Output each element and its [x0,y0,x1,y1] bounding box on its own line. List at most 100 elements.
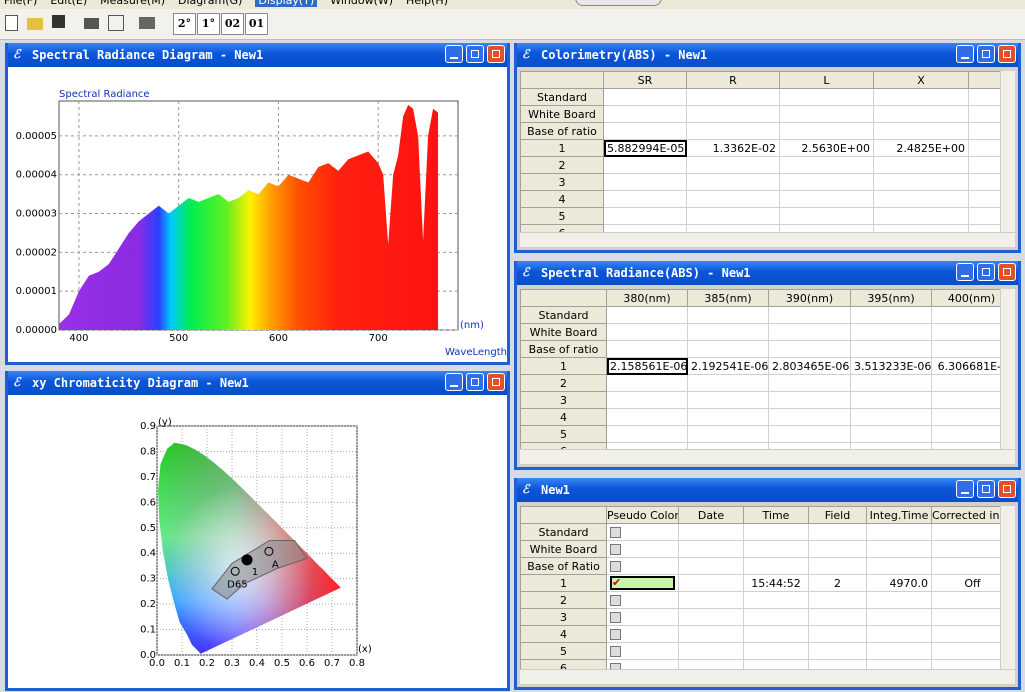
close[interactable] [998,480,1016,498]
row-header[interactable]: 4 [520,408,607,426]
tree-icon[interactable] [108,15,124,31]
toolbar-button[interactable]: 1° [197,13,220,35]
column-header[interactable]: 395(nm) [850,289,932,307]
row-header[interactable]: 3 [520,391,607,409]
data-grid: Pseudo Color Date Time Field Integ.Time Corre… [520,506,1001,670]
maximize[interactable] [466,373,484,391]
chromaticity-point [264,546,274,556]
row-header[interactable]: 1 [520,139,604,157]
menu-item[interactable]: Measure(M) [100,0,165,7]
v-scrollbar[interactable] [1000,289,1015,450]
h-scrollbar[interactable] [520,669,1015,684]
checkbox[interactable] [610,561,621,572]
table-row: 4 [520,625,1001,643]
corner-cell [520,289,607,307]
minimize[interactable] [956,480,974,498]
checkbox[interactable] [610,629,621,640]
column-header[interactable]: 380(nm) [606,289,688,307]
table-row: 2 [520,591,1001,609]
row-header[interactable]: 3 [520,608,607,626]
column-header[interactable]: 385(nm) [687,289,769,307]
h-scrollbar[interactable] [520,449,1015,464]
checkbox[interactable] [610,544,621,555]
row-header[interactable]: White Board [520,323,607,341]
column-header[interactable]: SR [603,71,687,89]
window-title: Spectral Radiance(ABS) - New1 [541,266,751,280]
row-header[interactable]: Standard [520,306,607,324]
row-header[interactable]: Base of Ratio [520,557,607,575]
title-bar[interactable]: ℰ Colorimetry(ABS) - New1 [517,43,1018,67]
table-cell[interactable] [931,659,1001,670]
row-header[interactable]: 1 [520,357,607,375]
maximize[interactable] [977,480,995,498]
h-scrollbar[interactable] [520,232,1015,247]
row-header[interactable]: 2 [520,374,607,392]
menu-item[interactable]: Display(Y) [255,0,318,7]
row-header[interactable]: White Board [520,105,604,123]
title-bar[interactable]: ℰ New1 [517,478,1018,502]
table-row: 1 5.882994E-05 1.3362E-02 2.5630E+00 2.4825E… [520,139,1001,157]
menu-item[interactable]: Window(W) [330,0,394,7]
table-cell[interactable] [931,442,1001,450]
column-header[interactable]: Time [743,506,809,524]
toolbar-button[interactable]: 02 [221,13,244,35]
table-cell[interactable]: 6.306681E-0 [931,357,1001,375]
menu-item[interactable]: Edit(E) [50,0,88,7]
table-cell[interactable]: 15:44:52 [743,574,809,592]
column-header[interactable] [968,71,1001,89]
column-header[interactable]: 400(nm) [931,289,1001,307]
point-label: D65 [227,579,247,590]
save-icon[interactable] [52,15,65,28]
menu-item[interactable]: Diagram(G) [178,0,243,7]
chromaticity-point [241,554,253,566]
measure-icon[interactable] [84,18,99,29]
v-scrollbar[interactable] [1000,506,1015,670]
table-row: White Board [520,323,1001,341]
menu-item[interactable]: Help(H) [406,0,448,7]
title-bar[interactable]: ℰ Spectral Radiance Diagram - New1 [8,43,507,67]
minimize[interactable] [445,45,463,63]
checkbox[interactable] [610,663,621,670]
column-header[interactable]: Date [678,506,744,524]
open-icon[interactable] [27,18,43,30]
maximize[interactable] [466,45,484,63]
y-axis-label: (y) [158,417,172,428]
spectral-table-window: ℰ Spectral Radiance(ABS) - New1 380(nm) 38… [514,261,1021,470]
close[interactable] [487,373,505,391]
toolbar-button[interactable]: 2° [173,13,196,35]
checkbox[interactable] [610,612,621,623]
checkbox[interactable] [610,646,621,657]
maximize[interactable] [977,263,995,281]
close[interactable] [487,45,505,63]
x-tick-label: 0.4 [249,658,265,669]
row-header[interactable]: 5 [520,425,607,443]
table-cell[interactable] [968,224,1001,233]
maximize[interactable] [977,45,995,63]
menu-item[interactable]: File(F) [4,0,38,7]
close[interactable] [998,45,1016,63]
minimize[interactable] [956,263,974,281]
x-tick-label: 0.0 [149,658,165,669]
column-header[interactable]: L [779,71,874,89]
v-scrollbar[interactable] [1000,71,1015,233]
print-icon[interactable] [139,17,155,29]
toolbar-button[interactable]: 01 [245,13,268,35]
x-tick-label: 0.3 [224,658,240,669]
row-header[interactable]: 5 [520,207,604,225]
checkbox[interactable] [610,527,621,538]
row-header[interactable]: Base of ratio [520,122,604,140]
minimize[interactable] [956,45,974,63]
column-header[interactable]: Integ.Time [866,506,932,524]
row-header[interactable]: 4 [520,625,607,643]
y-tick-label: 0.9 [140,421,156,432]
close[interactable] [998,263,1016,281]
minimize[interactable] [445,373,463,391]
checkbox[interactable] [610,595,621,606]
title-bar[interactable]: ℰ Spectral Radiance(ABS) - New1 [517,261,1018,285]
column-header[interactable]: Corrected in SR [931,506,1001,524]
grid: SR R L X Standard White Board Base of ratio 1 5.… [520,71,1001,233]
x-tick-label: 0.5 [274,658,290,669]
new-icon[interactable] [5,15,18,31]
